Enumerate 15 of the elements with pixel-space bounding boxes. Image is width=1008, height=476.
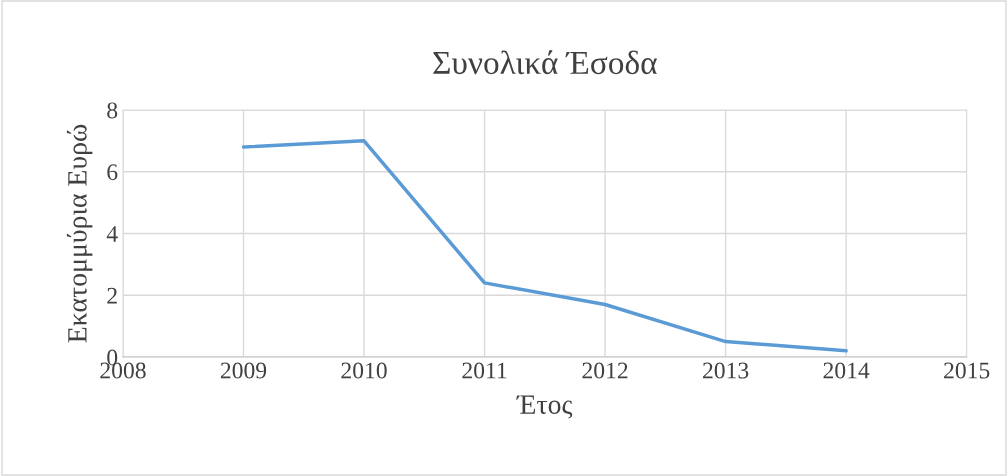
- x-tick-label: 2012: [582, 362, 628, 379]
- chart-title: Συνολικά Έσοδα: [433, 50, 657, 75]
- line-series: [241, 139, 848, 353]
- x-tick-label: 2009: [220, 362, 267, 379]
- x-axis-title: Έτος: [516, 395, 573, 419]
- y-axis-title: Εκατομμύρια Ευρώ: [66, 124, 93, 343]
- x-tick-label: 2015: [944, 362, 990, 379]
- y-tick-label: 6: [107, 164, 118, 181]
- y-tick-label: 2: [107, 287, 117, 304]
- x-tick-label: 2011: [462, 362, 507, 379]
- y-tick-label: 4: [106, 226, 118, 242]
- x-tick-label: 2014: [823, 362, 870, 379]
- y-tick-label: 8: [107, 102, 118, 119]
- x-tick-label: 2010: [341, 362, 387, 379]
- x-tick-label: 2013: [703, 362, 749, 379]
